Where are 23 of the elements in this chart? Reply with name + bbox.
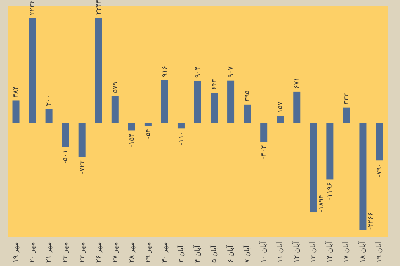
bar (144, 123, 152, 126)
bar (128, 123, 136, 131)
bar (228, 80, 235, 124)
bar (376, 123, 384, 161)
bar (194, 80, 202, 124)
bar (294, 92, 301, 124)
bar (326, 123, 334, 180)
bar (211, 93, 218, 124)
bar (244, 104, 252, 124)
bar (161, 80, 168, 124)
bar (360, 123, 367, 230)
bar (260, 123, 268, 142)
bar (62, 123, 70, 148)
bar (12, 100, 20, 124)
bar (29, 18, 36, 124)
bar (343, 108, 350, 124)
bar (277, 116, 284, 124)
bar (95, 18, 102, 124)
bar (78, 123, 86, 158)
bar (112, 96, 119, 124)
bar (178, 123, 185, 129)
bar (46, 109, 53, 124)
bar (310, 123, 318, 213)
